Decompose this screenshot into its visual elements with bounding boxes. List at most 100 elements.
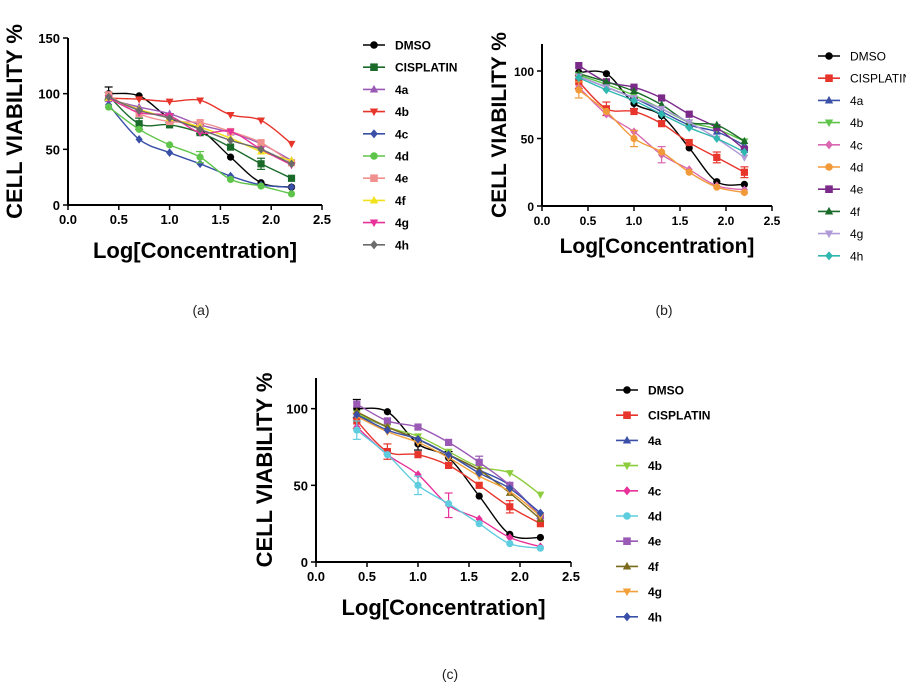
legend-label: 4d xyxy=(850,161,863,175)
data-point xyxy=(257,160,265,168)
data-point xyxy=(740,154,749,162)
legend-marker xyxy=(622,462,632,471)
data-point xyxy=(575,62,583,70)
data-point xyxy=(602,85,610,95)
legend-marker xyxy=(824,119,834,128)
data-point xyxy=(445,500,453,508)
legend-marker xyxy=(824,95,834,104)
legend-label: 4c xyxy=(395,127,409,141)
legend-label: 4c xyxy=(648,484,662,498)
legend-marker xyxy=(825,140,833,150)
data-point xyxy=(536,508,544,518)
y-axis-title: CELL VIABILITY % xyxy=(252,373,277,568)
series-4f xyxy=(574,69,749,145)
legend-label: 4b xyxy=(395,105,409,119)
data-point xyxy=(630,96,638,106)
legend-label: 4e xyxy=(850,183,864,197)
data-point xyxy=(536,520,544,528)
data-point xyxy=(685,123,693,133)
series-4h xyxy=(105,92,296,169)
legend-marker xyxy=(825,251,833,261)
legend-label: DMSO xyxy=(648,384,684,398)
data-point xyxy=(658,109,666,119)
data-point xyxy=(536,533,545,542)
chart-panel-a: 0.0 0.5 1.0 1.5 2.0 2.5 0 50 100 150 Log[Concentra… xyxy=(2,24,457,263)
data-point xyxy=(713,134,721,143)
data-point xyxy=(226,143,235,151)
legend-marker xyxy=(370,152,378,160)
caption-b: (b) xyxy=(655,302,672,318)
legend-label: 4d xyxy=(648,510,662,524)
x-tick-label: 2.0 xyxy=(511,569,529,584)
data-point xyxy=(475,458,483,466)
y-tick-label: 0 xyxy=(527,200,534,214)
legend-marker xyxy=(623,612,631,622)
data-point xyxy=(740,168,748,176)
data-point xyxy=(685,119,694,127)
data-point xyxy=(602,107,611,116)
y-tick-label: 0 xyxy=(53,198,60,213)
legend-label: 4e xyxy=(648,535,662,549)
legend-label: 4b xyxy=(648,459,662,473)
legend-label: CISPLATIN xyxy=(648,409,710,423)
legend-marker xyxy=(369,219,379,228)
data-point xyxy=(475,520,483,528)
caption-a: (a) xyxy=(192,302,209,318)
legend-marker xyxy=(623,537,631,545)
legend-label: DMSO xyxy=(850,50,886,64)
data-point xyxy=(630,86,638,95)
data-point xyxy=(685,110,693,118)
x-tick-label: 1.0 xyxy=(626,214,643,228)
legend-marker xyxy=(370,41,378,49)
data-point xyxy=(226,136,235,145)
legend-marker xyxy=(369,195,379,204)
y-tick-label: 50 xyxy=(294,478,308,493)
y-axis-title: CELL VIABILITY % xyxy=(488,32,511,218)
legend-label: 4h xyxy=(395,238,409,252)
data-point xyxy=(414,470,422,479)
data-point xyxy=(135,96,144,104)
data-point xyxy=(713,153,721,161)
x-tick-label: 2.5 xyxy=(764,214,781,228)
data-point xyxy=(445,438,453,446)
data-point xyxy=(630,134,638,143)
legend-marker xyxy=(623,411,631,419)
legend-marker xyxy=(825,52,833,60)
data-point xyxy=(383,417,391,425)
data-point xyxy=(226,111,235,120)
data-point xyxy=(445,450,453,459)
series-4h xyxy=(353,410,544,518)
y-tick-label: 100 xyxy=(286,402,308,417)
data-point xyxy=(506,484,514,493)
legend-label: 4g xyxy=(850,227,863,241)
x-axis-title: Log[Concentration] xyxy=(93,238,297,263)
legend-label: 4b xyxy=(850,116,864,130)
data-point xyxy=(475,514,483,524)
x-tick-label: 0.5 xyxy=(110,212,128,227)
legend-label: 4h xyxy=(850,249,863,263)
series-4d xyxy=(574,81,749,197)
x-tick-label: 1.5 xyxy=(672,214,689,228)
x-tick-label: 0.5 xyxy=(580,214,597,228)
data-point xyxy=(658,148,666,156)
data-point xyxy=(105,92,113,102)
x-tick-label: 0.0 xyxy=(307,569,325,584)
legend-label: 4g xyxy=(395,216,409,230)
data-point xyxy=(414,451,422,459)
data-point xyxy=(196,124,204,134)
y-tick-label: 100 xyxy=(514,65,534,79)
legend-marker xyxy=(370,240,378,250)
chart-panel-c: 0.0 0.5 1.0 1.5 2.0 2.5 0 50 100 Log[Concentratio… xyxy=(252,373,710,625)
data-point xyxy=(166,141,174,149)
data-point xyxy=(475,492,483,500)
legend-marker xyxy=(370,63,378,71)
data-point xyxy=(685,138,693,147)
series-4d xyxy=(105,103,296,198)
data-point xyxy=(287,159,296,169)
data-point xyxy=(630,107,638,116)
x-tick-label: 2.0 xyxy=(262,212,280,227)
x-tick-label: 1.0 xyxy=(161,212,179,227)
data-point xyxy=(257,139,265,147)
data-point xyxy=(740,147,748,157)
